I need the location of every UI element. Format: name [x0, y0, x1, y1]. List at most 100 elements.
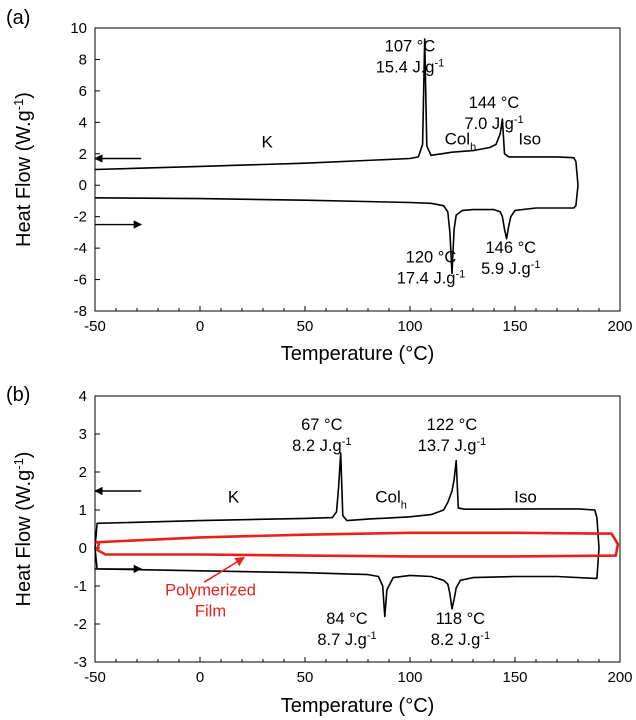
- peak-temperature-label: 120 °C: [406, 248, 457, 266]
- y-tick-label: 2: [79, 146, 87, 163]
- y-tick-label: -2: [74, 616, 87, 633]
- phase-label: K: [262, 132, 274, 151]
- phase-label: Colh: [445, 129, 477, 153]
- x-tick-label: 150: [502, 669, 527, 686]
- y-tick-labels-a: -8 -6 -4 -2 0 2 4 6 8 10: [70, 20, 87, 320]
- phase-label: K: [228, 487, 240, 506]
- peak-enthalpy-label: 8.2 J.g-1: [431, 630, 490, 649]
- peak-enthalpy-label: 13.7 J.g-1: [418, 436, 487, 455]
- y-axis-label-end-b: ): [13, 452, 35, 459]
- y-axis-label-end-a: ): [13, 92, 35, 99]
- phase-label-text: Iso: [514, 487, 537, 506]
- y-axis-label-main-a: Heat Flow (W.g: [13, 110, 35, 247]
- peak-enthalpy-label: 8.7 J.g-1: [317, 630, 376, 649]
- callout-arrow: [203, 556, 245, 583]
- peak-enthalpy-label: 8.2 J.g-1: [292, 436, 351, 455]
- peak-enthalpy-value: 8.2 J.g: [292, 437, 342, 455]
- phase-label-text: Col: [375, 487, 401, 506]
- x-tick-labels-b: -50 0 50 100 150 200: [84, 669, 632, 686]
- y-tick-label: -8: [74, 303, 87, 320]
- peak-enthalpy-unit-sup: -1: [476, 436, 486, 448]
- panel-label-a: (a): [6, 7, 30, 29]
- peak-temperature-label: 122 °C: [427, 416, 478, 434]
- y-tick-label: 8: [79, 51, 87, 68]
- y-tick-label: 6: [79, 83, 87, 100]
- y-axis-label-b: Heat Flow (W.g-1): [11, 452, 36, 607]
- x-tick-label: 50: [297, 669, 314, 686]
- tick-marks-a: [94, 27, 621, 312]
- phase-label-subscript: h: [401, 499, 407, 511]
- peak-temperature-label: 144 °C: [469, 94, 520, 112]
- peak-enthalpy-label: 17.4 J.g-1: [397, 268, 466, 287]
- x-tick-label: 100: [397, 669, 422, 686]
- chart-panel-a: (a) -8 -6 -4 -2 0 2 4 6 8 10 -50 0 50 100 150 200 107 …: [6, 7, 633, 365]
- series-cooling-line: [94, 547, 600, 618]
- y-tick-label: 3: [79, 426, 87, 443]
- callout-text-line2: Film: [195, 603, 226, 621]
- phase-label: Iso: [514, 487, 537, 506]
- peak-enthalpy-label: 7.0 J.g-1: [464, 114, 523, 133]
- series-group-b: [94, 452, 620, 618]
- peak-enthalpy-value: 7.0 J.g: [464, 115, 514, 133]
- y-axis-label-sup-a: -1: [11, 99, 26, 111]
- peak-enthalpy-value: 15.4 J.g: [376, 59, 435, 77]
- y-tick-label: 4: [79, 388, 87, 405]
- y-tick-label: 1: [79, 502, 87, 519]
- y-tick-label: 10: [70, 20, 87, 37]
- y-tick-label: -2: [74, 209, 87, 226]
- y-tick-label: -4: [74, 240, 87, 257]
- peak-enthalpy-value: 8.2 J.g: [431, 631, 481, 649]
- peak-enthalpy-unit-sup: -1: [367, 630, 377, 642]
- peak-temperature-label: 107 °C: [385, 38, 436, 56]
- y-tick-label: 2: [79, 464, 87, 481]
- peak-enthalpy-label: 15.4 J.g-1: [376, 58, 445, 77]
- y-axis-label-main-b: Heat Flow (W.g: [13, 470, 35, 607]
- y-tick-labels-b: -3 -2 -1 0 1 2 3 4: [74, 388, 87, 671]
- peak-enthalpy-value: 8.7 J.g: [317, 631, 367, 649]
- x-tick-label: 200: [607, 318, 632, 335]
- x-tick-labels-a: -50 0 50 100 150 200: [84, 318, 632, 335]
- x-tick-label: -50: [84, 318, 106, 335]
- phase-labels-a: K Colh Iso: [262, 129, 542, 153]
- chart-panel-b: (b) -3 -2 -1 0 1 2 3 4 -50 0 50 100 150 200 67 °C 8.2…: [6, 384, 633, 717]
- phase-label-text: K: [262, 132, 274, 151]
- phase-label-text: Iso: [518, 129, 541, 148]
- y-tick-label: -6: [74, 272, 87, 289]
- peak-enthalpy-unit-sup: -1: [455, 268, 465, 280]
- callout-text-line1: Polymerized: [165, 582, 256, 600]
- direction-arrows-b: [94, 486, 143, 574]
- phase-label-subscript: h: [470, 141, 476, 153]
- series-group-a: [94, 38, 579, 275]
- x-tick-label: 200: [607, 669, 632, 686]
- series-heating-line: [94, 452, 600, 549]
- y-tick-label: -3: [74, 654, 87, 671]
- phase-label: Colh: [375, 487, 407, 511]
- peak-temperature-label: 118 °C: [436, 610, 485, 628]
- plot-frame-a: [94, 27, 621, 312]
- y-tick-label: 4: [79, 114, 87, 131]
- peak-enthalpy-unit-sup: -1: [342, 436, 352, 448]
- peak-temperature-label: 146 °C: [485, 239, 536, 257]
- peak-enthalpy-value: 17.4 J.g: [397, 269, 456, 287]
- series-cooling-line: [94, 185, 579, 275]
- direction-arrows-a: [94, 154, 143, 229]
- peak-temperature-label: 84 °C: [326, 610, 368, 628]
- y-tick-label: 0: [79, 540, 87, 557]
- x-tick-label: 100: [397, 318, 422, 335]
- panel-label-b: (b): [6, 384, 30, 406]
- x-tick-label: -50: [84, 669, 106, 686]
- phase-label: Iso: [518, 129, 541, 148]
- phase-labels-b: K Colh Iso: [228, 487, 537, 511]
- peak-enthalpy-value: 13.7 J.g: [418, 437, 477, 455]
- series-polymerized-film-line: [94, 531, 620, 558]
- y-axis-label-sup-b: -1: [11, 458, 26, 470]
- x-tick-label: 150: [502, 318, 527, 335]
- peak-enthalpy-label: 5.9 J.g-1: [481, 259, 540, 278]
- x-axis-label-b: Temperature (°C): [281, 695, 435, 717]
- x-tick-label: 50: [297, 318, 314, 335]
- x-tick-label: 0: [196, 318, 204, 335]
- plot-frame-b: [94, 395, 621, 663]
